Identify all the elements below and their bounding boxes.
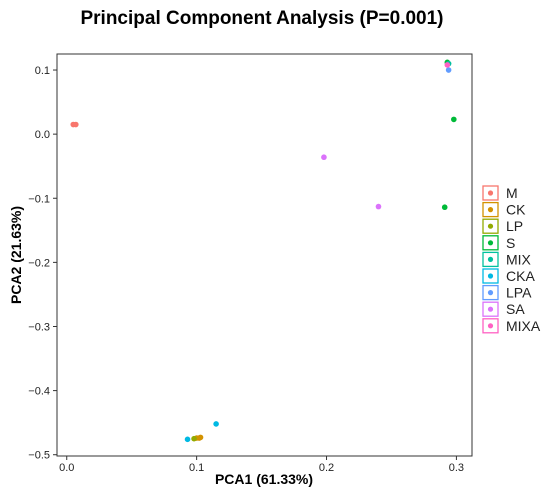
data-point (213, 421, 219, 427)
y-tick-label: −0.2 (28, 257, 50, 269)
data-point (445, 67, 452, 73)
legend-label: MIXA (506, 318, 541, 334)
legend-marker (487, 290, 494, 296)
data-point (73, 121, 79, 128)
legend-label: LP (506, 218, 523, 234)
legend-marker (487, 256, 494, 262)
data-point (451, 116, 457, 123)
legend-label: LPA (506, 285, 532, 301)
y-tick-label: 0.1 (35, 65, 50, 77)
x-tick-label: 0.2 (319, 462, 334, 474)
y-axis-label: PCA2 (21.63%) (8, 206, 24, 304)
y-tick-label: −0.4 (28, 386, 50, 398)
legend-label: M (506, 185, 518, 201)
legend-marker (487, 273, 494, 279)
legend-label: S (506, 235, 515, 251)
data-point (441, 204, 448, 211)
x-tick-label: 0.3 (449, 462, 464, 474)
data-point (375, 203, 382, 210)
scatter-points (70, 59, 457, 443)
legend-marker (487, 207, 494, 213)
plot-panel (56, 53, 473, 457)
legend-marker (487, 306, 494, 312)
legend-label: CKA (506, 268, 535, 284)
data-point (191, 435, 197, 442)
legend-marker (487, 223, 494, 229)
x-tick-label: 0.0 (59, 462, 74, 474)
data-point (321, 154, 327, 161)
legend-label: SA (506, 301, 525, 317)
x-tick-label: 0.1 (189, 462, 204, 474)
data-point (197, 434, 204, 441)
y-axis: 0.1 0.0 −0.1 −0.2 −0.3 −0.4 −0.5 (28, 65, 57, 462)
y-tick-label: −0.5 (28, 450, 50, 462)
legend-marker (487, 323, 494, 329)
y-tick-label: 0.0 (35, 129, 50, 141)
y-tick-label: −0.3 (28, 321, 50, 333)
legend-label: MIX (506, 251, 532, 267)
y-tick-label: −0.1 (28, 193, 50, 205)
data-point (184, 436, 191, 443)
legend-marker (487, 240, 494, 246)
x-axis-label: PCA1 (61.33%) (215, 471, 313, 487)
chart-title: Principal Component Analysis (P=0.001) (80, 8, 443, 29)
x-axis: 0.0 0.1 0.2 0.3 (59, 456, 464, 474)
legend-marker (487, 190, 494, 196)
data-point (444, 62, 451, 68)
legend-label: CK (506, 202, 526, 218)
